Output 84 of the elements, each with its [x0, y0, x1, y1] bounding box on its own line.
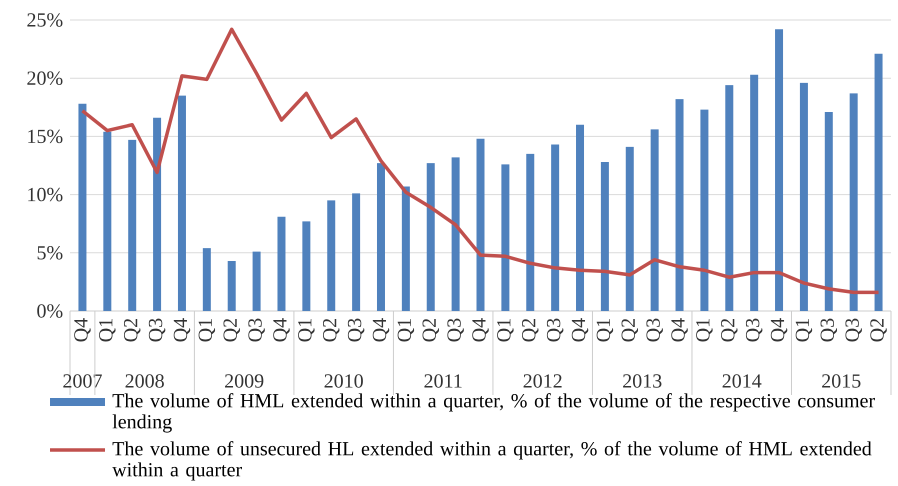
bar	[352, 193, 360, 311]
legend-label: The volume of HML extended within a quarter, % of the volume of the respective consumer lending	[112, 393, 875, 433]
bar	[376, 163, 385, 311]
x-tick-label: Q3	[646, 318, 663, 342]
bar	[750, 74, 758, 311]
bar	[626, 146, 634, 311]
x-tick-label: Q1	[298, 319, 315, 342]
x-tick-label: Q2	[522, 318, 539, 342]
bar	[128, 140, 136, 311]
x-tick-label: Q3	[447, 318, 464, 342]
bar	[252, 252, 261, 311]
bar	[501, 164, 510, 311]
bar	[402, 186, 410, 311]
x-tick-label: Q4	[472, 318, 489, 342]
bar	[178, 96, 186, 311]
y-tick-label: 5%	[38, 246, 62, 260]
bar	[202, 248, 211, 311]
text: 2015	[822, 374, 860, 388]
x-tick-label: Q4	[174, 318, 190, 342]
bar	[700, 110, 708, 311]
x-tick-label: Q4	[671, 318, 688, 342]
bar	[850, 93, 858, 311]
x-tick-label: Q4	[572, 318, 588, 342]
text: 2008	[126, 374, 164, 388]
bar	[277, 216, 286, 311]
x-tick-label: Q1	[796, 319, 812, 342]
y-tick-label: 10%	[28, 188, 62, 202]
bar	[650, 129, 659, 311]
x-tick-label: Q2	[223, 318, 240, 342]
y-tick-label: 0%	[37, 304, 62, 318]
x-tick-label: Q3	[348, 318, 364, 342]
x-tick-label: Q2	[322, 318, 340, 342]
text: 2011	[424, 374, 462, 388]
x-tick-label: Q3	[546, 318, 564, 342]
text: 2014	[722, 374, 762, 388]
x-tick-label: Q3	[820, 318, 838, 342]
text: 2013	[623, 374, 662, 388]
text: 2007	[63, 374, 102, 388]
bar	[800, 82, 808, 311]
x-tick-label: Q2	[422, 318, 439, 342]
bar	[228, 260, 236, 311]
bar	[775, 29, 784, 311]
x-tick-label: Q2	[870, 318, 887, 342]
bar	[600, 162, 609, 311]
x-tick-label: Q4	[770, 318, 788, 342]
x-tick-label: Q1	[696, 319, 713, 342]
y-tick-label: 20%	[27, 71, 62, 85]
bar	[476, 138, 484, 311]
text: 2010	[324, 374, 363, 388]
x-tick-label: Q4	[273, 318, 290, 342]
text: 2012	[524, 374, 562, 388]
x-tick-label: Q1	[99, 319, 116, 342]
bar	[526, 154, 534, 311]
x-tick-label: Q1	[497, 319, 514, 342]
line-series	[80, 28, 880, 294]
bar	[576, 124, 584, 311]
bar	[302, 221, 310, 311]
x-tick-label: Q4	[74, 318, 91, 342]
bar	[426, 163, 435, 311]
x-tick-label: Q2	[622, 318, 638, 342]
x-tick-label: Q1	[596, 319, 614, 342]
x-tick-label: Q3	[148, 318, 166, 342]
bar	[824, 112, 833, 311]
bar	[153, 118, 162, 311]
x-tick-label: Q3	[845, 318, 862, 342]
y-tick-label: 25%	[27, 13, 62, 27]
x-tick-label: Q3	[248, 318, 265, 342]
bar	[103, 132, 112, 311]
bar	[551, 144, 560, 311]
bar	[78, 104, 86, 311]
y-tick-label: 15%	[28, 130, 62, 144]
x-tick-label: Q2	[124, 318, 140, 342]
bar	[676, 99, 684, 311]
x-tick-label: Q4	[372, 318, 390, 342]
bar	[725, 85, 734, 311]
x-tick-label: Q2	[721, 318, 738, 342]
text: 2009	[225, 374, 264, 388]
bar	[874, 54, 883, 311]
x-tick-label: Q1	[398, 319, 414, 342]
legend-label: The volume of unsecured HL extended within a quarter, % of the volume of HML extended within a quarter	[112, 441, 872, 481]
x-tick-label: Q3	[746, 318, 762, 342]
bar	[452, 157, 460, 311]
bar	[327, 200, 336, 311]
x-tick-label: Q1	[198, 319, 216, 342]
